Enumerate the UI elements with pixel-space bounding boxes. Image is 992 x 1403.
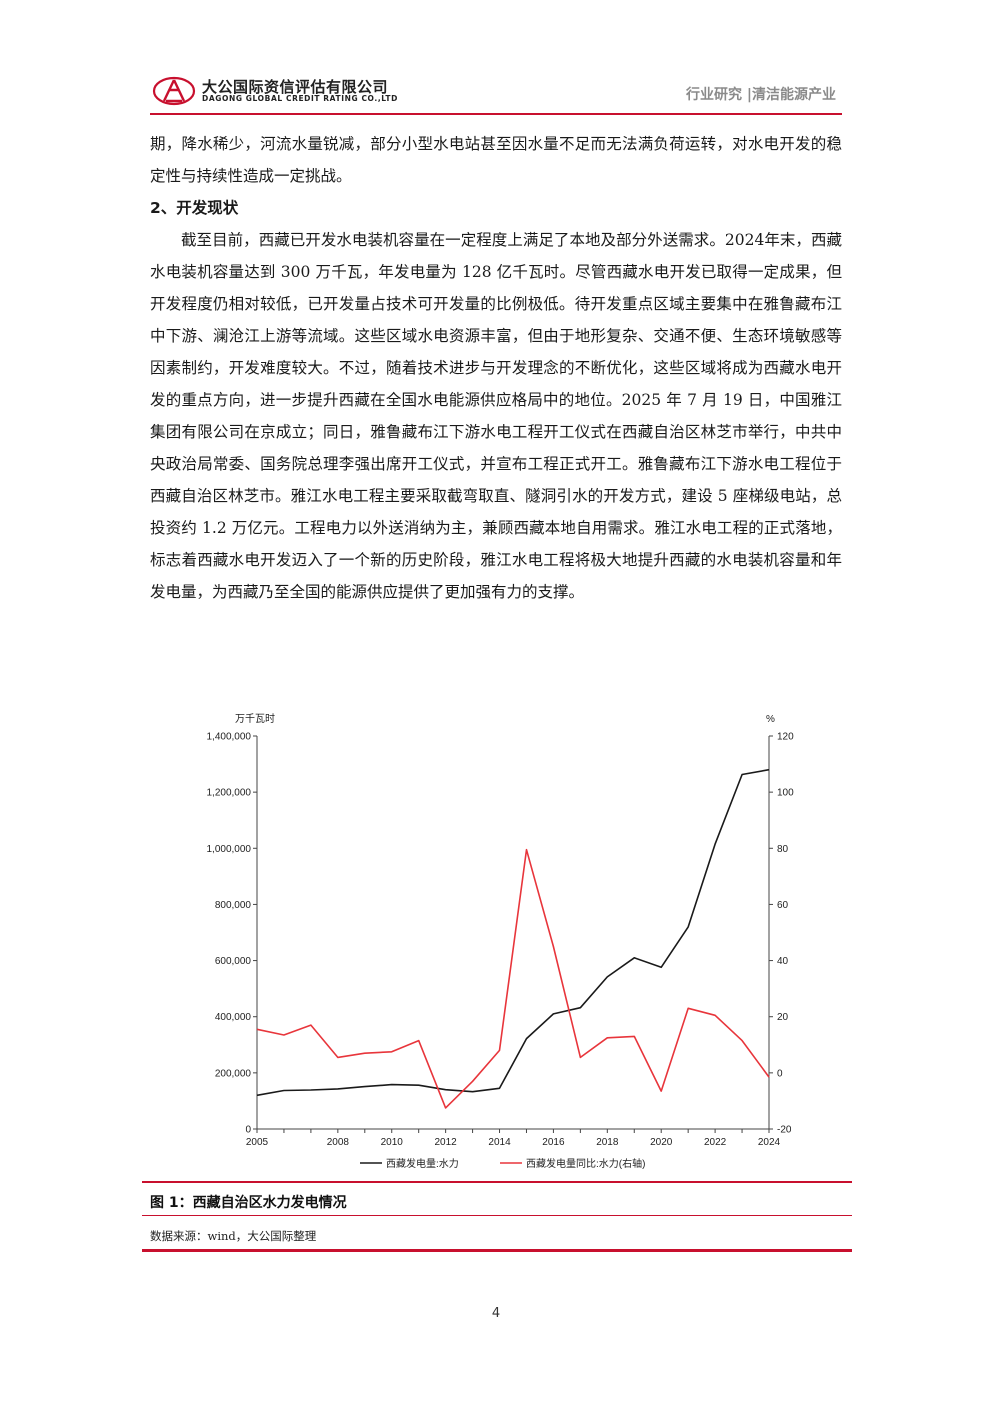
left-tick-label: 1,000,000 [207,844,252,855]
page-number: 4 [491,1306,501,1321]
chart-axes: 0 200,000 400,000 600,000 800,000 1,000,000 1,… [207,713,795,1148]
left-tick-label: 0 [245,1125,251,1136]
left-axis-unit: 万千瓦时 [235,713,275,725]
company-name-en: DAGONG GLOBAL CREDIT RATING CO.,LTD [202,94,398,103]
page-header: 大公国际资信评估有限公司 DAGONG GLOBAL CREDIT RATING… [150,72,842,112]
right-tick-label: 40 [777,956,789,967]
x-tick-label: 2008 [327,1137,350,1148]
right-tick-label: 0 [777,1068,783,1079]
hydropower-chart: 0 200,000 400,000 600,000 800,000 1,000,000 1,… [150,700,850,1180]
x-tick-label: 2020 [650,1137,673,1148]
legend-label-2: 西藏发电量同比:水力(右轴) [526,1157,645,1170]
figure-mid-rule [142,1215,852,1216]
right-tick-label: 20 [777,1012,789,1023]
paragraph-continuation: 期，降水稀少，河流水量锐减，部分小型水电站甚至因水量不足而无法满负荷运转，对水电… [150,135,842,185]
legend-label-1: 西藏发电量:水力 [386,1157,459,1170]
series-line-2 [256,848,770,1109]
left-tick-label: 400,000 [215,1012,252,1023]
figure-bottom-rule [142,1249,852,1252]
chart-series [256,768,770,1109]
right-tick-label: 80 [777,844,789,855]
figure-source: 数据来源：wind，大公国际整理 [150,1229,317,1243]
right-tick-label: -20 [777,1125,792,1136]
figure-top-rule [142,1181,852,1183]
left-tick-label: 1,400,000 [207,732,252,743]
left-tick-label: 1,200,000 [207,788,252,799]
section-heading: 2、开发现状 [150,199,239,217]
left-tick-label: 600,000 [215,956,252,967]
x-tick-label: 2010 [381,1137,404,1148]
x-tick-label: 2016 [542,1137,565,1148]
figure-caption: 图 1：西藏自治区水力发电情况 [150,1195,347,1211]
report-section-label: 行业研究 |清洁能源产业 [686,87,836,103]
x-tick-label: 2005 [246,1137,269,1148]
company-name-cn: 大公国际资信评估有限公司 [202,78,389,96]
right-tick-label: 100 [777,788,794,799]
x-tick-label: 2018 [596,1137,619,1148]
chart-svg: 0 200,000 400,000 600,000 800,000 1,000,000 1,… [207,713,795,1170]
paragraph-development-status: 截至目前，西藏已开发水电装机容量在一定程度上满足了本地及部分外送需求。2024年… [150,231,842,601]
x-tick-label: 2024 [758,1137,781,1148]
right-tick-label: 120 [777,732,794,743]
right-tick-label: 60 [777,900,789,911]
dagong-logo-icon [152,76,196,106]
header-divider [150,113,842,115]
chart-legend: 西藏发电量:水力 西藏发电量同比:水力(右轴) [360,1157,645,1170]
left-tick-label: 800,000 [215,900,252,911]
right-axis-unit: % [766,714,775,725]
body-text: 期，降水稀少，河流水量锐减，部分小型水电站甚至因水量不足而无法满负荷运转，对水电… [150,128,842,608]
series-line-1 [256,768,770,1097]
left-tick-label: 200,000 [215,1068,252,1079]
x-tick-label: 2014 [488,1137,511,1148]
x-tick-label: 2012 [435,1137,458,1148]
x-tick-label: 2022 [704,1137,727,1148]
